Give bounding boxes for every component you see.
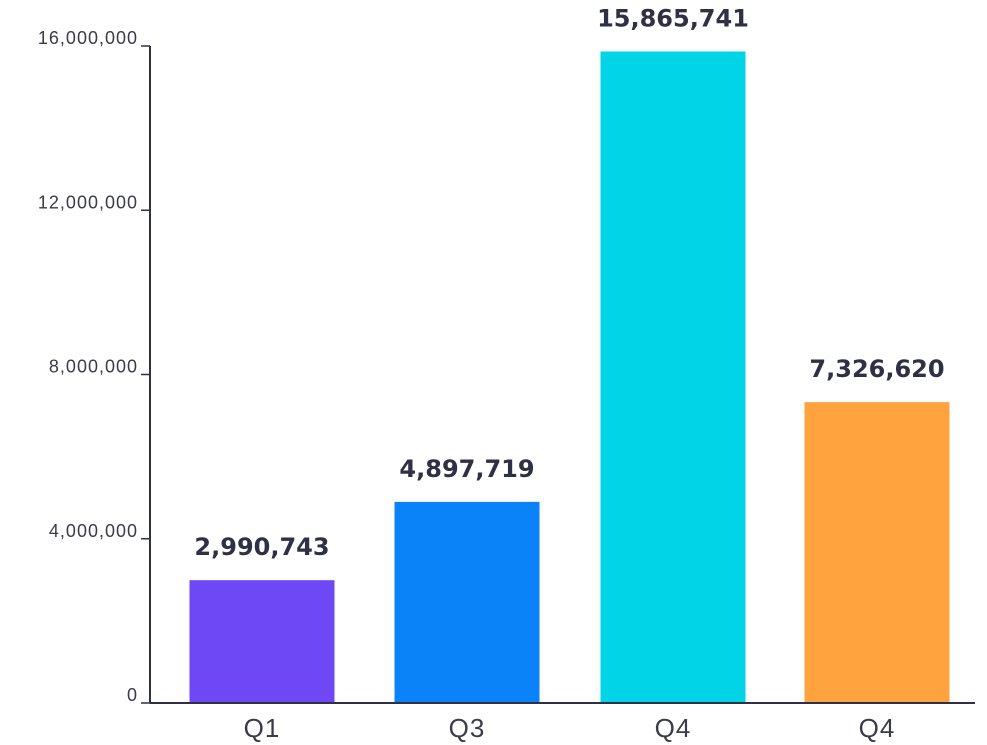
bar-2 <box>394 501 540 703</box>
y-tick-label: 4,000,000 <box>49 521 138 541</box>
bar-4 <box>804 402 950 703</box>
bars <box>189 51 950 704</box>
y-tick-label: 8,000,000 <box>49 357 138 377</box>
bar-3 <box>600 51 746 704</box>
x-tick-label: Q4 <box>859 713 896 743</box>
y-tick-label: 0 <box>127 685 138 705</box>
x-axis-ticks: Q1 Q3 Q4 Q4 <box>244 713 896 743</box>
bar-value-label: 4,897,719 <box>399 455 534 483</box>
bar-value-label: 15,865,741 <box>597 5 749 33</box>
x-tick-label: Q1 <box>244 713 281 743</box>
y-axis-ticks: 0 4,000,000 8,000,000 12,000,000 16,000,000 <box>38 28 150 705</box>
y-tick-label: 16,000,000 <box>38 28 138 48</box>
bar-1 <box>189 580 335 703</box>
y-tick-label: 12,000,000 <box>38 192 138 212</box>
x-tick-label: Q4 <box>655 713 692 743</box>
data-labels: 2,990,743 4,897,719 15,865,741 7,326,620 <box>194 5 944 562</box>
bar-value-label: 2,990,743 <box>194 533 329 561</box>
bar-value-label: 7,326,620 <box>809 355 944 383</box>
x-tick-label: Q3 <box>449 713 486 743</box>
